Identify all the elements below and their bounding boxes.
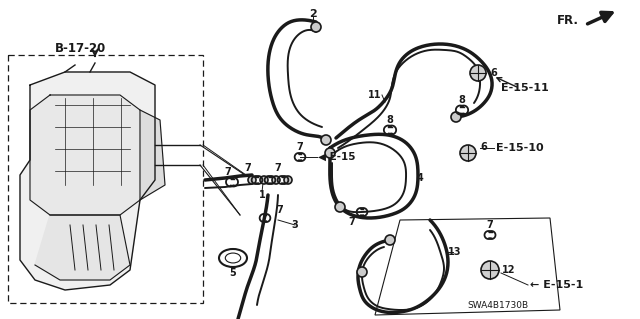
Text: 8: 8 xyxy=(459,95,465,105)
Text: 7: 7 xyxy=(349,217,355,227)
Text: E-15-10: E-15-10 xyxy=(496,143,543,153)
Circle shape xyxy=(321,135,331,145)
Polygon shape xyxy=(35,215,130,280)
Circle shape xyxy=(451,112,461,122)
Polygon shape xyxy=(20,72,155,290)
Circle shape xyxy=(335,202,345,212)
Text: 12: 12 xyxy=(502,265,515,275)
Text: 7: 7 xyxy=(276,205,284,215)
Text: 2: 2 xyxy=(309,9,317,19)
Text: 7: 7 xyxy=(296,142,303,152)
Text: FR.: FR. xyxy=(557,13,579,26)
Text: SWA4B1730B: SWA4B1730B xyxy=(467,300,529,309)
Text: 1: 1 xyxy=(259,190,266,200)
Text: 11: 11 xyxy=(368,90,381,100)
Text: E-15-11: E-15-11 xyxy=(501,83,549,93)
Circle shape xyxy=(481,261,499,279)
Text: 7: 7 xyxy=(244,163,252,173)
Circle shape xyxy=(460,145,476,161)
Text: ◀ E-15: ◀ E-15 xyxy=(318,152,355,162)
Text: 5: 5 xyxy=(230,268,236,278)
Text: 7: 7 xyxy=(225,167,232,177)
Text: 3: 3 xyxy=(292,220,298,230)
Circle shape xyxy=(284,176,292,184)
Text: 7: 7 xyxy=(486,220,493,230)
Circle shape xyxy=(385,235,395,245)
Circle shape xyxy=(311,22,321,32)
Text: 6: 6 xyxy=(490,68,497,78)
Text: 6: 6 xyxy=(480,142,487,152)
Text: 8: 8 xyxy=(387,115,394,125)
Text: 7: 7 xyxy=(275,163,282,173)
Circle shape xyxy=(470,65,486,81)
Polygon shape xyxy=(30,95,140,215)
Bar xyxy=(8,55,203,303)
Circle shape xyxy=(260,176,268,184)
Ellipse shape xyxy=(219,249,247,267)
Circle shape xyxy=(325,148,335,158)
Text: 13: 13 xyxy=(448,247,461,257)
Text: B-17-20: B-17-20 xyxy=(54,41,106,55)
Circle shape xyxy=(272,176,280,184)
Text: 4: 4 xyxy=(417,173,424,183)
Circle shape xyxy=(248,176,256,184)
Circle shape xyxy=(357,267,367,277)
Text: ← E-15-1: ← E-15-1 xyxy=(530,280,583,290)
Polygon shape xyxy=(140,110,165,200)
